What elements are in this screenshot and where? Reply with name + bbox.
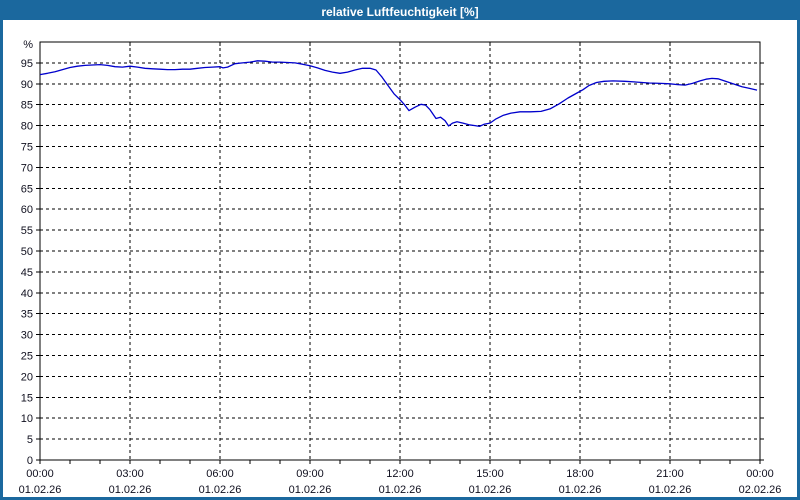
- y-tick-label: 35: [21, 309, 33, 321]
- x-tick-date-label: 01.02.26: [289, 484, 332, 496]
- y-tick-label: 85: [21, 100, 33, 112]
- y-tick-label: 0: [27, 455, 33, 467]
- x-tick-time-label: 03:00: [116, 468, 144, 480]
- x-tick-date-label: 01.02.26: [19, 484, 62, 496]
- x-tick-date-label: 01.02.26: [109, 484, 152, 496]
- x-tick-date-label: 01.02.26: [649, 484, 692, 496]
- y-tick-label: 30: [21, 330, 33, 342]
- x-tick-time-label: 00:00: [26, 468, 54, 480]
- x-tick-time-label: 15:00: [476, 468, 504, 480]
- y-tick-label: 45: [21, 267, 33, 279]
- y-tick-label: 5: [27, 434, 33, 446]
- y-tick-label: 90: [21, 79, 33, 91]
- y-tick-label: 95: [21, 58, 33, 70]
- x-tick-time-label: 00:00: [746, 468, 774, 480]
- window-title: relative Luftfeuchtigkeit [%]: [321, 4, 479, 19]
- x-tick-date-label: 01.02.26: [379, 484, 422, 496]
- y-axis-unit-label: %: [23, 39, 33, 51]
- x-tick-time-label: 18:00: [566, 468, 594, 480]
- x-tick-time-label: 09:00: [296, 468, 324, 480]
- x-tick-date-label: 01.02.26: [199, 484, 242, 496]
- y-tick-label: 55: [21, 225, 33, 237]
- x-tick-time-label: 06:00: [206, 468, 234, 480]
- humidity-line-chart: 0 5 10 15 20 25 30 35 40 45 50 55 60 65 70 75 80 85 90 95% 0…: [19, 39, 782, 496]
- y-tick-label: 70: [21, 162, 33, 174]
- chart-area: 0 5 10 15 20 25 30 35 40 45 50 55 60 65 70 75 80 85 90 95% 0…: [3, 20, 797, 497]
- y-tick-label: 60: [21, 204, 33, 216]
- x-tick-date-label: 02.02.26: [739, 484, 782, 496]
- y-tick-label: 65: [21, 183, 33, 195]
- y-tick-label: 80: [21, 121, 33, 133]
- title-bar: relative Luftfeuchtigkeit [%]: [3, 3, 797, 20]
- x-tick-date-label: 01.02.26: [469, 484, 512, 496]
- y-tick-label: 10: [21, 413, 33, 425]
- y-tick-label: 15: [21, 392, 33, 404]
- y-tick-label: 50: [21, 246, 33, 258]
- y-tick-label: 25: [21, 351, 33, 363]
- y-tick-label: 20: [21, 371, 33, 383]
- x-tick-date-label: 01.02.26: [559, 484, 602, 496]
- y-tick-label: 40: [21, 288, 33, 300]
- y-tick-label: 75: [21, 142, 33, 154]
- x-tick-time-label: 21:00: [656, 468, 684, 480]
- humidity-series-line: [39, 60, 758, 128]
- x-tick-time-label: 12:00: [386, 468, 414, 480]
